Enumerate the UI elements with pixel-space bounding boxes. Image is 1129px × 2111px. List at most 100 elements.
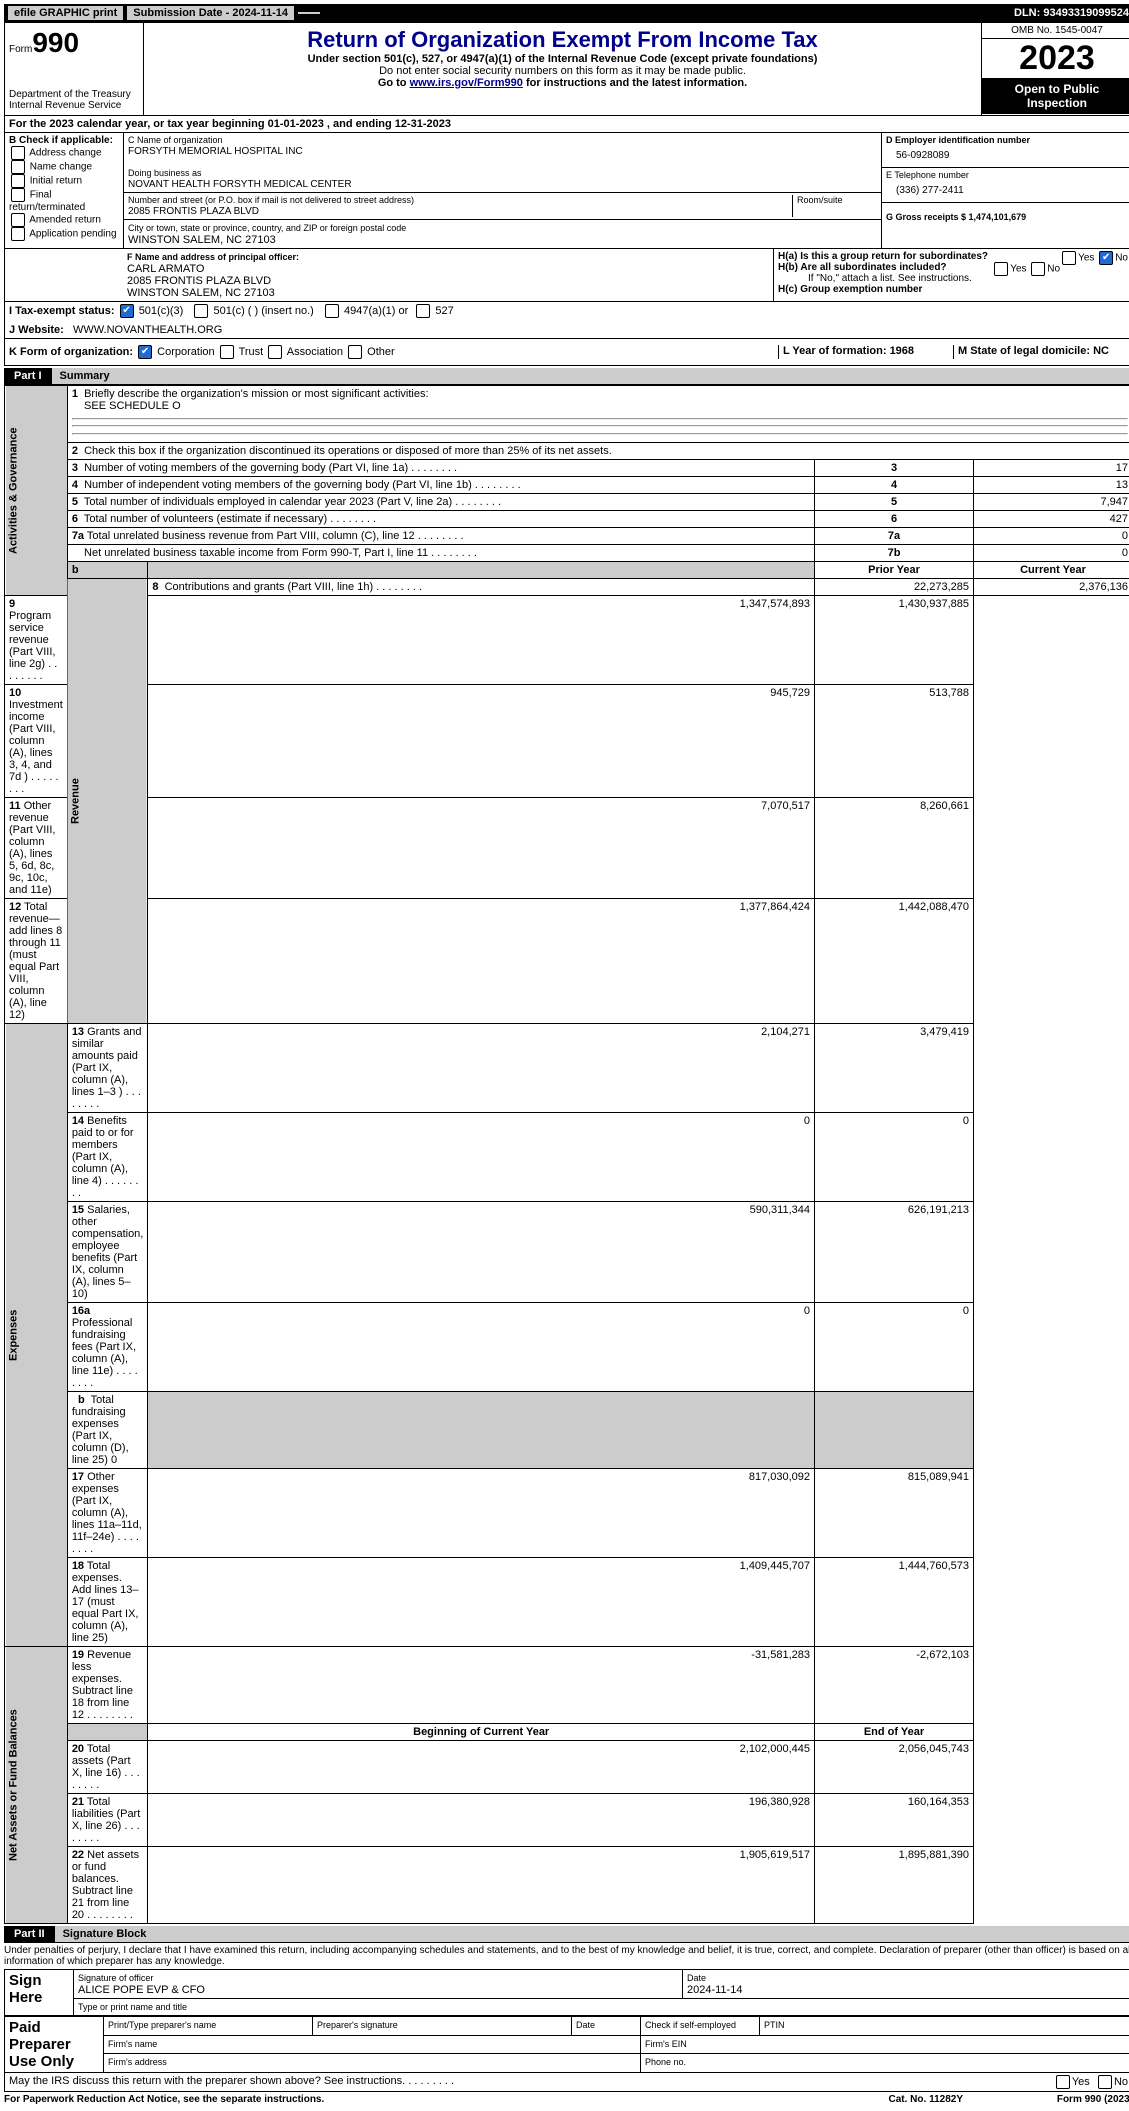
subtitle-3: Go to www.irs.gov/Form990 for instructio… bbox=[148, 77, 977, 89]
row-8: Revenue 8 Contributions and grants (Part… bbox=[5, 579, 1129, 596]
chk-501c[interactable] bbox=[194, 304, 208, 318]
block-fh: F Name and address of principal officer:… bbox=[4, 249, 1129, 302]
col-d: D Employer identification number56-09280… bbox=[881, 133, 1129, 248]
row-18: 18 Total expenses. Add lines 13–17 (must… bbox=[5, 1558, 1129, 1647]
block-bcdeg: B Check if applicable: Address change Na… bbox=[4, 133, 1129, 249]
discuss-no[interactable] bbox=[1098, 2075, 1112, 2089]
spacer-chip bbox=[298, 12, 320, 14]
part1-bar: Part I Summary bbox=[4, 368, 1129, 385]
part2-bar: Part II Signature Block bbox=[4, 1926, 1129, 1943]
row-16b: b Total fundraising expenses (Part IX, c… bbox=[5, 1392, 1129, 1469]
form-title: Return of Organization Exempt From Incom… bbox=[148, 27, 977, 53]
org-city: WINSTON SALEM, NC 27103 bbox=[128, 234, 276, 246]
row-22: 22 Net assets or fund balances. Subtract… bbox=[5, 1847, 1129, 1924]
line2-text: Check this box if the organization disco… bbox=[84, 445, 612, 457]
chk-assoc[interactable] bbox=[268, 345, 282, 359]
hc-text: H(c) Group exemption number bbox=[778, 284, 922, 295]
j-lbl: J Website: bbox=[9, 324, 64, 336]
chk-initial[interactable] bbox=[11, 174, 25, 188]
open-inspection: Open to Public Inspection bbox=[982, 78, 1129, 114]
e-lbl: E Telephone number bbox=[886, 170, 969, 180]
sign-here-lbl: Sign Here bbox=[5, 1970, 74, 2016]
penalties-text: Under penalties of perjury, I declare th… bbox=[4, 1943, 1129, 1969]
chk-527[interactable] bbox=[416, 304, 430, 318]
row-11: 11 Other revenue (Part VIII, column (A),… bbox=[5, 798, 1129, 899]
part1-table: Activities & Governance 1 Briefly descri… bbox=[4, 385, 1129, 1924]
row-14: 14 Benefits paid to or for members (Part… bbox=[5, 1113, 1129, 1202]
footer: For Paperwork Reduction Act Notice, see … bbox=[4, 2092, 1129, 2107]
row-21: 21 Total liabilities (Part X, line 26)19… bbox=[5, 1794, 1129, 1847]
omb: OMB No. 1545-0047 bbox=[982, 23, 1129, 39]
telephone: (336) 277-2411 bbox=[886, 181, 1128, 200]
l-text: L Year of formation: 1968 bbox=[783, 345, 914, 357]
g-lbl: G Gross receipts $ 1,474,101,679 bbox=[886, 212, 1026, 222]
org-dba: NOVANT HEALTH FORSYTH MEDICAL CENTER bbox=[128, 179, 352, 190]
subtitle-2: Do not enter social security numbers on … bbox=[148, 65, 977, 77]
sig-date: 2024-11-14 bbox=[687, 1984, 742, 1996]
ha-no[interactable]: ✔ bbox=[1099, 251, 1113, 265]
k-lbl: K Form of organization: bbox=[9, 346, 133, 358]
chk-trust[interactable] bbox=[220, 345, 234, 359]
part1-title: Summary bbox=[52, 368, 1129, 384]
row-klm: K Form of organization: ✔ Corporation Tr… bbox=[4, 339, 1129, 366]
b-label: B Check if applicable: bbox=[9, 135, 113, 146]
subdate: Submission Date - 2024-11-14 bbox=[127, 6, 294, 20]
irs: Internal Revenue Service bbox=[9, 100, 139, 111]
officer-addr1: 2085 FRONTIS PLAZA BLVD bbox=[127, 275, 271, 287]
top-bar: efile GRAPHIC print Submission Date - 20… bbox=[4, 4, 1129, 22]
efile-btn[interactable]: efile GRAPHIC print bbox=[8, 6, 123, 20]
line1-text: Briefly describe the organization's miss… bbox=[84, 388, 428, 400]
hb-no[interactable] bbox=[1031, 262, 1045, 276]
row-19: Net Assets or Fund Balances 19 Revenue l… bbox=[5, 1647, 1129, 1724]
row-7a: 7a Total unrelated business revenue from… bbox=[5, 528, 1129, 545]
row-15: 15 Salaries, other compensation, employe… bbox=[5, 1202, 1129, 1303]
part2-hdr: Part II bbox=[4, 1926, 55, 1942]
discuss-yes[interactable] bbox=[1056, 2075, 1070, 2089]
row-hdr-py: bPrior YearCurrent Year bbox=[5, 562, 1129, 579]
officer-name: CARL ARMATO bbox=[127, 263, 204, 275]
chk-pending[interactable] bbox=[11, 227, 25, 241]
row-17: 17 Other expenses (Part IX, column (A), … bbox=[5, 1469, 1129, 1558]
chk-corp[interactable]: ✔ bbox=[138, 345, 152, 359]
vtab-netassets: Net Assets or Fund Balances bbox=[5, 1647, 68, 1924]
form-number: 990 bbox=[32, 27, 79, 58]
row-12: 12 Total revenue—add lines 8 through 11 … bbox=[5, 899, 1129, 1024]
part2-title: Signature Block bbox=[55, 1926, 1129, 1942]
form-word: Form bbox=[9, 44, 32, 55]
chk-final[interactable] bbox=[11, 188, 25, 202]
row-6: 6 Total number of volunteers (estimate i… bbox=[5, 511, 1129, 528]
d-lbl: D Employer identification number bbox=[886, 135, 1030, 145]
chk-address[interactable] bbox=[11, 146, 25, 160]
dln: DLN: 93493319099524 bbox=[1014, 7, 1129, 19]
col-c: C Name of organizationFORSYTH MEMORIAL H… bbox=[124, 133, 881, 248]
b-items: Address change Name change Initial retur… bbox=[9, 146, 119, 241]
hb-yes[interactable] bbox=[994, 262, 1008, 276]
irs-link[interactable]: www.irs.gov/Form990 bbox=[410, 77, 523, 89]
chk-4947[interactable] bbox=[325, 304, 339, 318]
footer-cat: Cat. No. 11282Y bbox=[889, 2094, 963, 2105]
line-a: For the 2023 calendar year, or tax year … bbox=[4, 116, 1129, 133]
chk-501c3[interactable]: ✔ bbox=[120, 304, 134, 318]
c-name-lbl: C Name of organization bbox=[128, 135, 223, 145]
chk-amended[interactable] bbox=[11, 213, 25, 227]
row-16a: 16a Professional fundraising fees (Part … bbox=[5, 1303, 1129, 1392]
room-lbl: Room/suite bbox=[797, 195, 843, 205]
subtitle-1: Under section 501(c), 527, or 4947(a)(1)… bbox=[148, 53, 977, 65]
discuss-row: May the IRS discuss this return with the… bbox=[4, 2073, 1129, 2092]
row-ij: I Tax-exempt status: ✔ 501(c)(3) 501(c) … bbox=[4, 302, 1129, 339]
hb-text: H(b) Are all subordinates included? bbox=[778, 262, 947, 273]
ha-yes[interactable] bbox=[1062, 251, 1076, 265]
paid-preparer-table: Paid Preparer Use Only Print/Type prepar… bbox=[4, 2016, 1129, 2073]
footer-right: Form 990 (2023) bbox=[963, 2094, 1129, 2105]
row-3: 3 Number of voting members of the govern… bbox=[5, 460, 1129, 477]
chk-other[interactable] bbox=[348, 345, 362, 359]
website[interactable]: WWW.NOVANTHEALTH.ORG bbox=[73, 324, 222, 336]
line1-val: SEE SCHEDULE O bbox=[84, 400, 181, 412]
ein: 56-0928089 bbox=[886, 146, 1128, 165]
chk-name[interactable] bbox=[11, 160, 25, 174]
tax-year: 2023 bbox=[982, 39, 1129, 78]
part1-hdr: Part I bbox=[4, 368, 52, 384]
row-9: 9 Program service revenue (Part VIII, li… bbox=[5, 596, 1129, 685]
h-note: If "No," attach a list. See instructions… bbox=[778, 273, 1128, 284]
row-4: 4 Number of independent voting members o… bbox=[5, 477, 1129, 494]
